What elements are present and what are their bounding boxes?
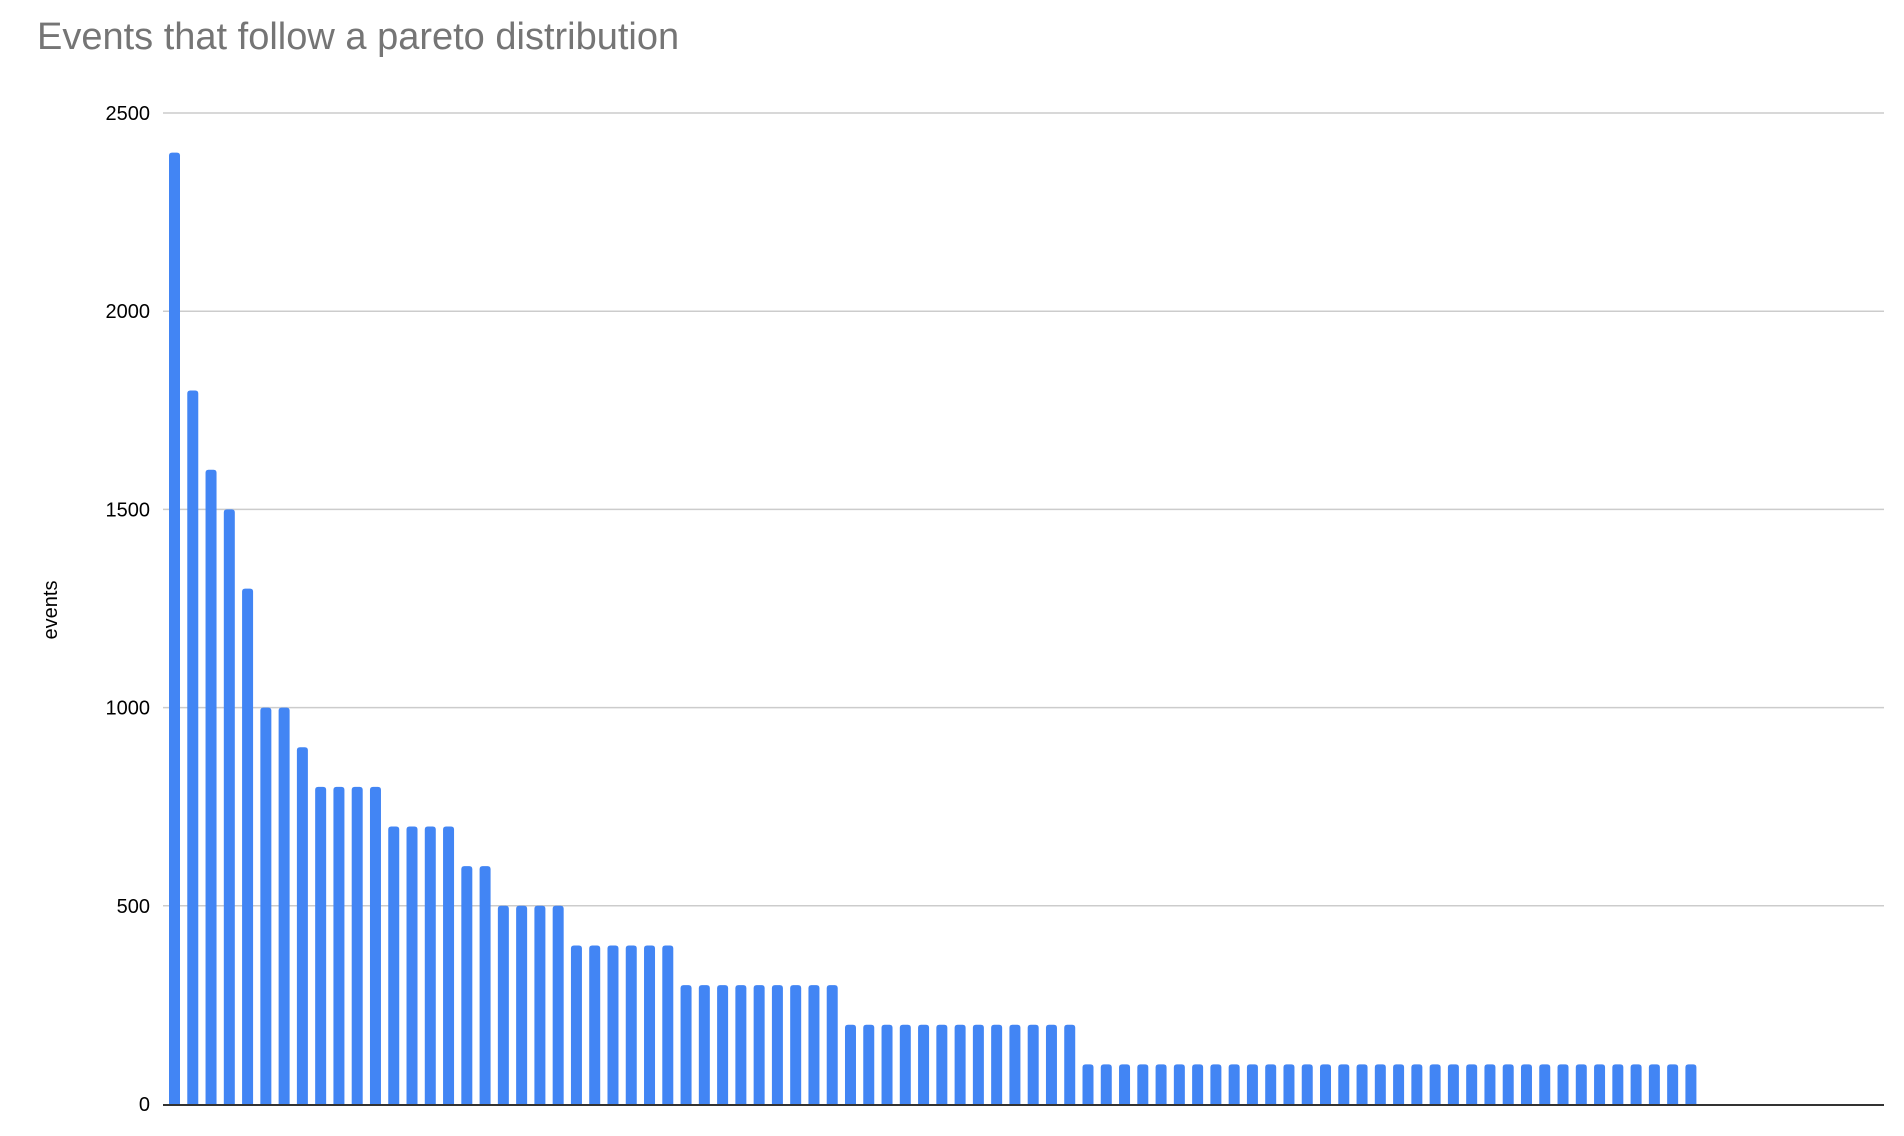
bar xyxy=(881,1024,893,1104)
bar xyxy=(1155,1064,1167,1104)
bar xyxy=(1045,1024,1057,1104)
bar xyxy=(223,509,235,1104)
bar xyxy=(936,1024,948,1104)
bar xyxy=(333,786,345,1104)
bar xyxy=(607,945,619,1104)
bar xyxy=(918,1024,930,1104)
bar xyxy=(899,1024,911,1104)
bar xyxy=(1228,1064,1240,1104)
bar xyxy=(844,1024,856,1104)
bar xyxy=(1210,1064,1222,1104)
bar xyxy=(1064,1024,1076,1104)
bar xyxy=(315,786,327,1104)
y-axis-ticks: 0 500 1000 1500 2000 2500 xyxy=(106,103,151,1116)
bar xyxy=(1466,1064,1478,1104)
bars xyxy=(169,152,1697,1105)
bar xyxy=(1338,1064,1350,1104)
bar xyxy=(1594,1064,1606,1104)
bar xyxy=(369,786,381,1104)
bar xyxy=(771,985,783,1104)
bar xyxy=(296,747,308,1104)
bar xyxy=(1411,1064,1423,1104)
bar xyxy=(169,152,180,1104)
bar xyxy=(1173,1064,1185,1104)
bar xyxy=(497,905,509,1104)
bar xyxy=(972,1024,984,1104)
bar xyxy=(479,866,491,1104)
bar xyxy=(205,469,217,1104)
bar xyxy=(826,985,838,1104)
bar xyxy=(278,707,290,1104)
chart-title: Events that follow a pareto distribution xyxy=(37,16,680,58)
bar xyxy=(406,826,418,1104)
bar xyxy=(534,905,546,1104)
bar xyxy=(662,945,674,1104)
y-axis-label: events xyxy=(40,581,62,640)
bar xyxy=(1447,1064,1459,1104)
bar xyxy=(1082,1064,1094,1104)
bar xyxy=(717,985,729,1104)
bar xyxy=(753,985,765,1104)
bar xyxy=(516,905,528,1104)
y-tick-label: 2500 xyxy=(106,103,151,125)
bar xyxy=(1630,1064,1642,1104)
gridlines xyxy=(163,112,1884,907)
bar xyxy=(461,866,473,1104)
bar xyxy=(589,945,601,1104)
bar xyxy=(443,826,455,1104)
bar xyxy=(187,390,199,1105)
bar xyxy=(1502,1064,1514,1104)
bar xyxy=(260,707,272,1104)
bar xyxy=(424,826,436,1104)
bar xyxy=(570,945,582,1104)
bar xyxy=(552,905,564,1104)
bar xyxy=(1557,1064,1569,1104)
bar xyxy=(1648,1064,1660,1104)
bar xyxy=(1100,1064,1112,1104)
bar xyxy=(644,945,656,1104)
bar xyxy=(1119,1064,1131,1104)
bar xyxy=(1374,1064,1386,1104)
bar xyxy=(1265,1064,1277,1104)
bar xyxy=(1356,1064,1368,1104)
bar xyxy=(1393,1064,1405,1104)
bar xyxy=(1320,1064,1332,1104)
bar xyxy=(351,786,363,1104)
bar xyxy=(625,945,637,1104)
bar xyxy=(735,985,747,1104)
bar xyxy=(388,826,400,1104)
bar xyxy=(1301,1064,1313,1104)
y-tick-label: 2000 xyxy=(106,301,151,323)
bar xyxy=(1137,1064,1149,1104)
bar xyxy=(1027,1024,1039,1104)
bar xyxy=(1539,1064,1551,1104)
bar xyxy=(1667,1064,1679,1104)
bar xyxy=(790,985,802,1104)
bar xyxy=(1009,1024,1021,1104)
bar xyxy=(680,985,692,1104)
y-tick-label: 500 xyxy=(117,896,150,918)
bar xyxy=(1575,1064,1587,1104)
bar xyxy=(698,985,710,1104)
bar xyxy=(1246,1064,1258,1104)
bar xyxy=(1484,1064,1496,1104)
bar xyxy=(1520,1064,1532,1104)
bar xyxy=(1612,1064,1624,1104)
y-tick-label: 0 xyxy=(139,1094,150,1116)
y-tick-label: 1500 xyxy=(106,499,151,521)
bar xyxy=(1283,1064,1295,1104)
y-tick-label: 1000 xyxy=(106,698,151,720)
bar xyxy=(1192,1064,1204,1104)
bar xyxy=(808,985,820,1104)
bar xyxy=(1685,1064,1697,1104)
bar xyxy=(954,1024,966,1104)
bar xyxy=(991,1024,1003,1104)
bar xyxy=(863,1024,875,1104)
bar xyxy=(242,588,254,1104)
bar xyxy=(1429,1064,1441,1104)
